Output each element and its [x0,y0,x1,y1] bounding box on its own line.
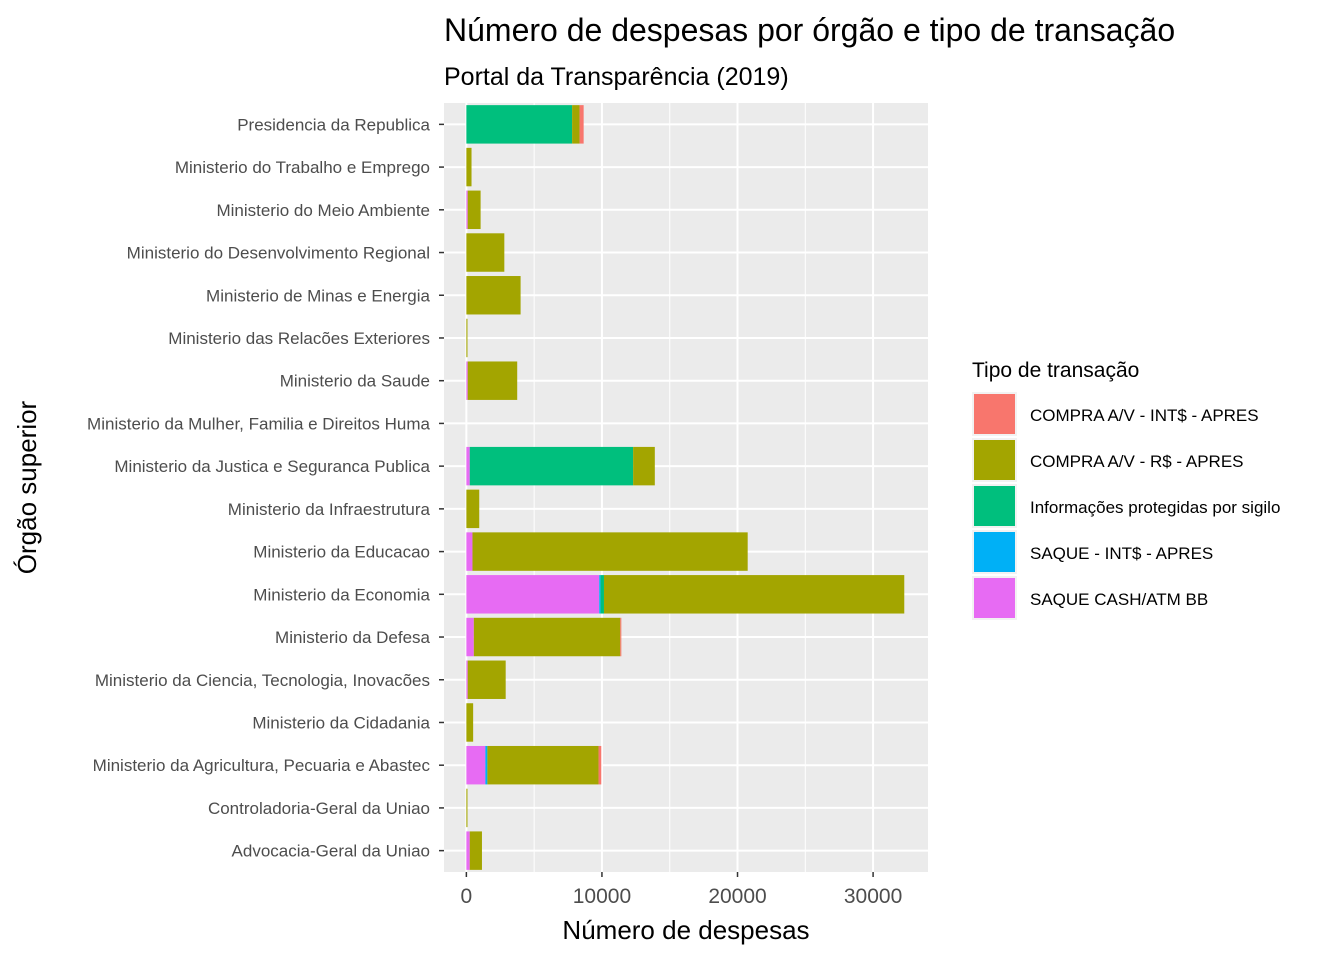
bar-compra-a-v-r-apres [633,446,655,486]
x-axis-ticks: 0 10000 20000 30000 [461,872,902,908]
x-axis-title: Número de despesas [562,915,809,945]
bar-compra-a-v-r-apres [466,489,480,529]
legend-label: SAQUE - INT$ - APRES [1030,544,1213,563]
y-tick-label: Ministerio da Defesa [275,628,431,647]
y-tick-label: Advocacia-Geral da Uniao [232,842,430,861]
bar-compra-a-v-r-apres [467,660,506,699]
legend-swatch [974,532,1015,572]
chart-subtitle: Portal da Transparência (2019) [444,63,789,91]
bar-compra-a-v-int-apres [598,745,602,785]
x-tick-label: 10000 [573,885,631,908]
bar-saque-cash-atm-bb [466,617,474,657]
bar-compra-a-v-int-apres [579,105,584,144]
bar-compra-a-v-r-apres [473,617,621,657]
bar-compra-a-v-r-apres [467,361,518,400]
y-tick-label: Ministerio da Justica e Seguranca Public… [114,457,430,476]
y-tick-label: Presidencia da Republica [237,115,430,134]
y-tick-label: Ministerio da Infraestrutura [228,500,431,519]
bar-informacoes-protegidas-por-sigilo [466,105,573,144]
legend-label: SAQUE CASH/ATM BB [1030,590,1208,609]
legend-items: COMPRA A/V - INT$ - APRES COMPRA A/V - R$… [972,392,1280,620]
legend: Tipo de transação COMPRA A/V - INT$ - AP… [972,359,1280,620]
y-tick-label: Ministerio da Ciencia, Tecnologia, Inova… [95,671,430,690]
bar-saque-int-apres [599,575,601,614]
legend-label: Informações protegidas por sigilo [1030,498,1280,517]
y-axis-ticks: Advocacia-Geral da Uniao Controladoria-Ge… [87,115,444,861]
y-tick-label: Ministerio do Trabalho e Emprego [175,158,430,177]
bar-saque-cash-atm-bb [466,660,468,699]
y-tick-label: Ministerio do Desenvolvimento Regional [127,244,430,263]
x-tick-label: 30000 [844,885,902,908]
bar-saque-cash-atm-bb [466,831,470,870]
legend-title: Tipo de transação [972,359,1139,382]
legend-swatch [974,394,1015,434]
bar-compra-a-v-r-apres [467,190,481,230]
bar-saque-cash-atm-bb [466,745,486,785]
y-tick-label: Controladoria-Geral da Uniao [208,799,430,818]
y-tick-label: Ministerio de Minas e Energia [206,286,430,305]
plot-panel [444,103,928,872]
y-axis-title: Órgão superior [12,400,42,574]
chart-title: Número de despesas por órgão e tipo de t… [444,12,1175,48]
bar-saque-cash-atm-bb [466,532,473,571]
bar-compra-a-v-r-apres [603,575,905,614]
legend-swatch [974,578,1015,618]
bar-compra-a-v-r-apres [466,147,472,187]
x-tick-label: 20000 [708,885,766,908]
y-tick-label: Ministerio da Saude [280,372,430,391]
bar-informacoes-protegidas-por-sigilo [600,575,604,614]
bars [466,105,905,870]
bar-compra-a-v-r-apres [466,318,468,358]
bar-saque-cash-atm-bb [466,575,600,614]
bar-compra-a-v-r-apres [466,703,474,742]
legend-label: COMPRA A/V - INT$ - APRES [1030,406,1259,425]
bar-saque-int-apres [485,745,488,785]
y-tick-label: Ministerio da Educacao [253,543,430,562]
bar-compra-a-v-r-apres [469,831,482,870]
x-tick-label: 0 [461,885,473,908]
y-tick-label: Ministerio do Meio Ambiente [216,201,430,220]
bar-compra-a-v-r-apres [466,788,468,828]
bar-compra-a-v-r-apres [472,532,748,571]
bar-saque-cash-atm-bb [466,190,468,230]
legend-swatch [974,440,1015,480]
bar-saque-cash-atm-bb [466,446,470,486]
bar-compra-a-v-int-apres [620,617,622,657]
y-tick-label: Ministerio da Cidadania [252,713,430,732]
bar-saque-cash-atm-bb [466,361,468,400]
bar-compra-a-v-r-apres [466,233,505,272]
bar-compra-a-v-r-apres [487,745,599,785]
y-tick-label: Ministerio da Agricultura, Pecuaria e Ab… [93,756,431,775]
y-tick-label: Ministerio da Economia [253,585,430,604]
bar-compra-a-v-r-apres [572,105,580,144]
bar-compra-a-v-r-apres [466,276,521,315]
bar-informacoes-protegidas-por-sigilo [469,446,634,486]
y-tick-label: Ministerio das Relacões Exteriores [168,329,430,348]
legend-swatch [974,486,1015,526]
y-tick-label: Ministerio da Mulher, Familia e Direitos… [87,414,430,433]
legend-label: COMPRA A/V - R$ - APRES [1030,452,1244,471]
